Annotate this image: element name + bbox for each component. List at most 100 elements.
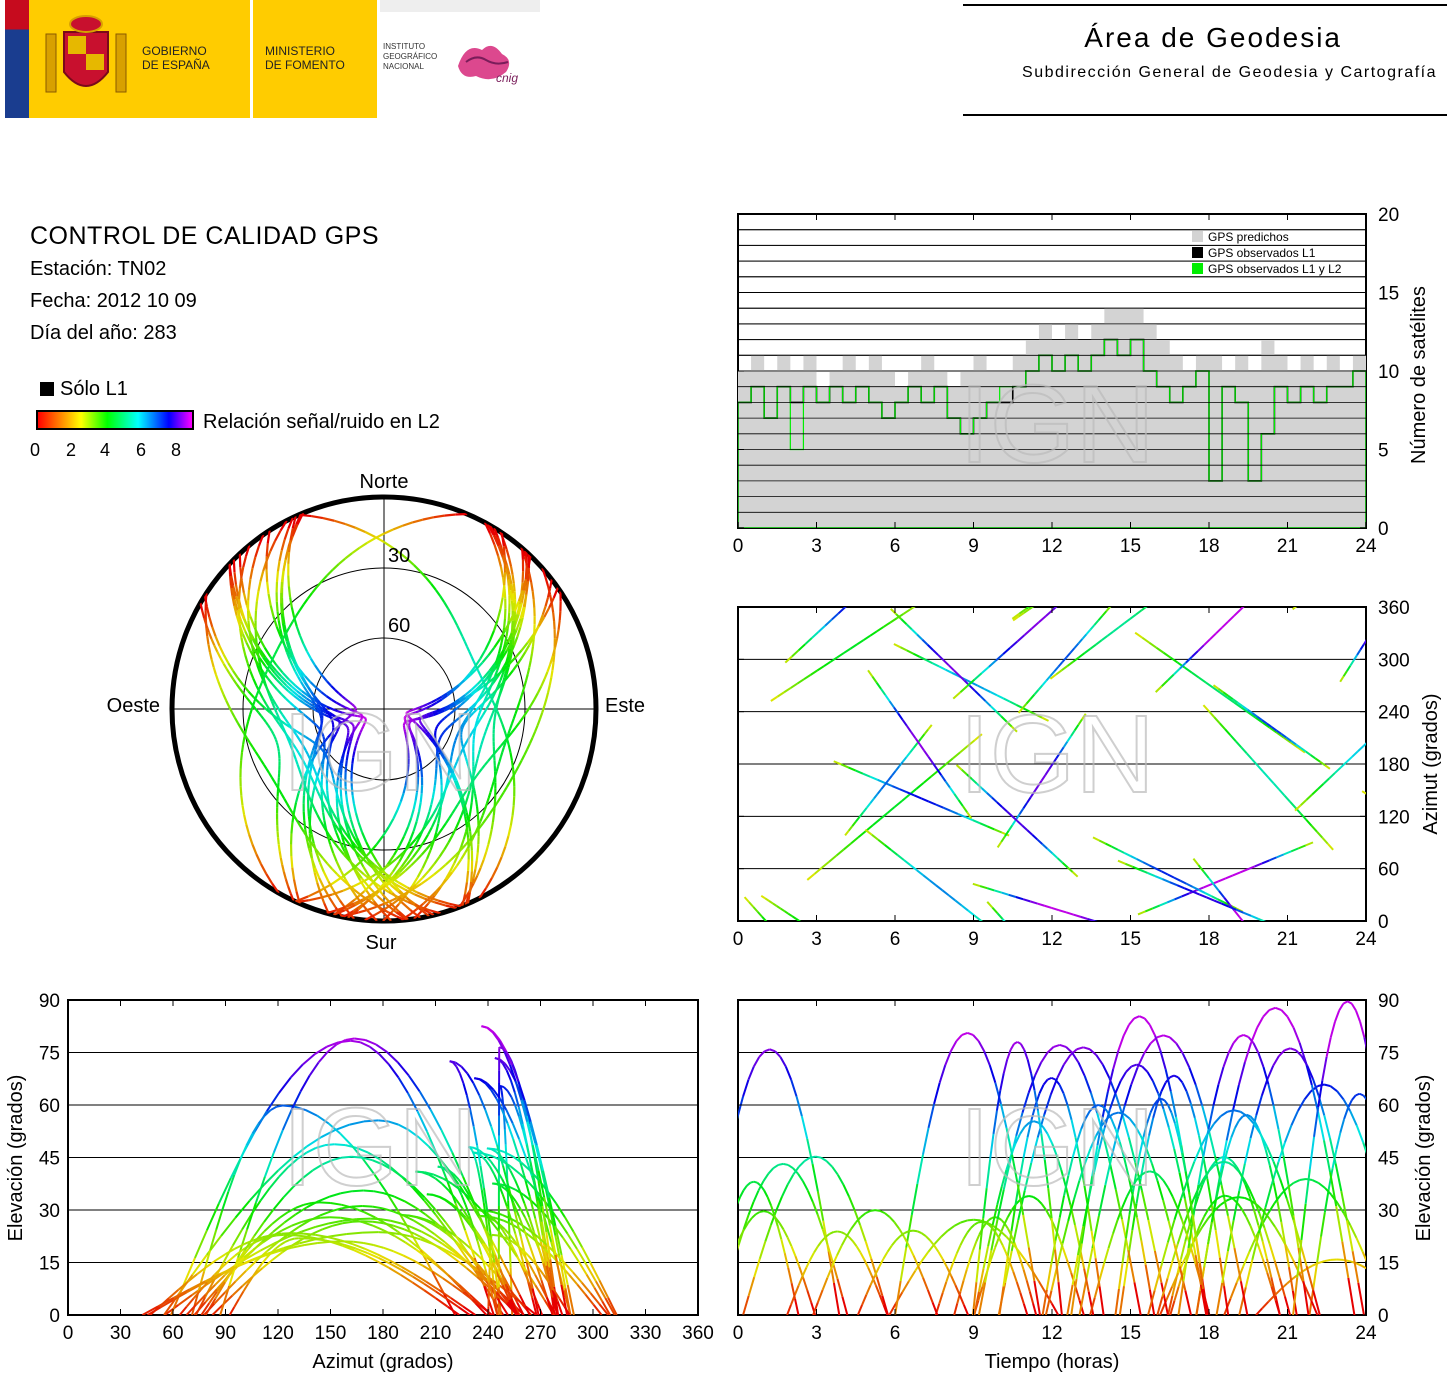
skyplot-track-segment (479, 674, 484, 681)
elt-track-segment (1046, 1133, 1054, 1144)
skyplot-track-segment (335, 819, 342, 827)
elt-track-segment (998, 1286, 1005, 1315)
elt-track-segment (1231, 1084, 1240, 1112)
skyplot-track-segment (438, 761, 442, 768)
skyplot-track-segment (552, 587, 559, 599)
azimuth-track-segment (1219, 691, 1228, 699)
skyplot-track-segment (516, 657, 523, 666)
elt-track-segment (1051, 1143, 1058, 1156)
elt-track-segment (1085, 1247, 1094, 1282)
skyplot-track-segment (427, 894, 436, 905)
elt-track-segment (1140, 1240, 1147, 1265)
elt-track-segment (1146, 1071, 1154, 1082)
elt-track-segment (944, 1050, 952, 1066)
azimuth-track-segment (901, 719, 908, 727)
elaz-track-segment (425, 1280, 440, 1291)
skyplot-track-segment (332, 777, 336, 783)
elt-track-segment (865, 1209, 871, 1215)
skyplot-track-segment (496, 744, 502, 751)
skyplot-track-segment (253, 656, 259, 666)
report-title: CONTROL DE CALIDAD GPS (30, 222, 380, 250)
elaz-track-segment (372, 1224, 385, 1232)
azimuth-track-segment (1191, 650, 1199, 658)
azimuth-track-segment (903, 859, 911, 866)
skyplot-track-segment (405, 770, 409, 779)
elt-track-segment (764, 1224, 772, 1242)
skyplot-track-segment (337, 716, 343, 720)
skyplot-track-segment (279, 628, 284, 638)
elaz-track-segment (227, 1174, 236, 1193)
elaz-ytick-label: 0 (49, 1306, 60, 1327)
skyplot-track-segment (415, 717, 419, 721)
elt-track-segment (1262, 1259, 1269, 1273)
skyplot-track-segment (255, 591, 260, 602)
skyplot-track-segment (275, 711, 280, 718)
elaz-track-segment (423, 1200, 437, 1216)
skyplot-track-segment (479, 859, 485, 869)
elaz-track-segment (503, 1288, 516, 1299)
skyplot-track-segment (313, 722, 318, 727)
elaz-track-segment (255, 1176, 266, 1203)
elt-track-segment (1108, 1161, 1117, 1190)
azimuth-track-segment (872, 818, 881, 827)
skyplot-track-segment (298, 738, 303, 744)
elt-track-segment (1375, 1119, 1379, 1133)
skyplot-track-segment (485, 691, 490, 697)
skyplot-track-segment (235, 615, 241, 626)
skyplot-track-segment (431, 698, 438, 704)
skyplot-track-segment (352, 803, 358, 814)
azimuth-track-segment (1068, 573, 1075, 578)
azimuth-track-segment (1233, 701, 1242, 709)
skyplot-track-segment (287, 586, 292, 598)
elaz-track-segment (164, 1304, 180, 1315)
azimuth-track-segment (1262, 770, 1270, 779)
elaz-track-segment (562, 1289, 572, 1315)
azimuth-track-segment (1311, 788, 1319, 796)
skyplot-track-segment (470, 871, 473, 883)
elaz-track-segment (519, 1173, 531, 1185)
azimuth-track-segment (902, 608, 911, 615)
skyplot-track-segment (472, 869, 477, 879)
elt-track-segment (1071, 1052, 1080, 1064)
azimuth-track-segment (1059, 746, 1065, 754)
azimuth-track-segment (791, 649, 800, 658)
elt-track-segment (1207, 1129, 1217, 1157)
elaz-track-segment (206, 1259, 217, 1268)
elaz-track-segment (351, 1205, 363, 1208)
elaz-track-segment (420, 1238, 432, 1245)
azimuth-track-segment (981, 666, 990, 674)
skyplot-track-segment (400, 890, 410, 899)
azimuth-track-segment (1342, 670, 1348, 677)
skyplot-track-segment (465, 761, 470, 767)
elt-track-segment (870, 1209, 876, 1212)
elaz-track-segment (474, 1269, 487, 1283)
skyplot-track-segment (477, 712, 481, 717)
elt-track-segment (724, 1279, 729, 1297)
skyplot-track-segment (489, 524, 497, 536)
skyplot-track-segment (282, 615, 286, 625)
skyplot-track-segment (313, 770, 318, 776)
elaz-track-segment (514, 1081, 523, 1101)
skyplot-track-segment (533, 692, 539, 701)
skyplot-track-segment (327, 880, 335, 892)
elaz-track-segment (196, 1266, 208, 1275)
elt-track-segment (1176, 1227, 1184, 1245)
skyplot-track-segment (248, 834, 254, 845)
azimuth-track-segment (987, 926, 993, 931)
skyplot-track-segment (411, 734, 416, 741)
elt-track-segment (970, 1223, 976, 1229)
skyplot-track-segment (262, 718, 267, 723)
skyplot-track-segment (509, 723, 513, 729)
elt-track-segment (837, 1230, 842, 1234)
skyplot-track-segment (514, 649, 523, 659)
elaz-track-segment (261, 1259, 274, 1269)
elaz-track-segment (499, 1086, 503, 1092)
elt-track-segment (1177, 1076, 1184, 1084)
elt-track-segment (1253, 1199, 1261, 1214)
skyplot-track-segment (392, 809, 399, 820)
azimuth-track-segment (888, 700, 895, 708)
elt-track-segment (767, 1167, 775, 1175)
skyplot-track-segment (315, 686, 323, 693)
skyplot-track-segment (492, 534, 500, 547)
